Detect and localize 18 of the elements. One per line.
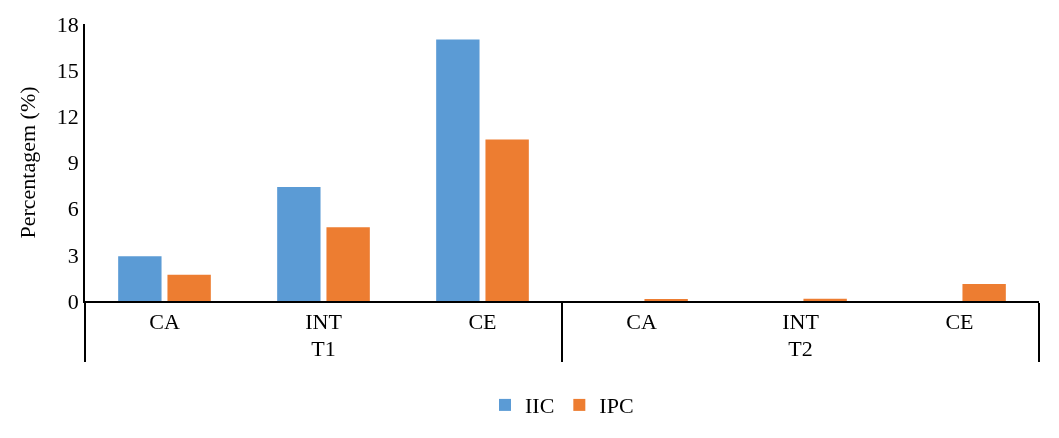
x-tick-label: CE (945, 309, 974, 335)
y-tick-label: 6 (67, 196, 79, 222)
legend-label: IIC (525, 393, 555, 419)
x-tick-label: INT (782, 309, 820, 335)
y-tick-label: 3 (67, 242, 79, 268)
y-tick-label: 9 (67, 150, 79, 176)
y-tick-label: 0 (67, 288, 79, 314)
y-tick-label: 12 (56, 104, 79, 130)
text: T1 (311, 336, 336, 362)
legend-label: IPC (599, 393, 634, 419)
x-tick-label: CA (149, 309, 180, 335)
x-tick-label: CA (626, 309, 657, 335)
y-tick-label: 18 (56, 11, 79, 37)
y-tick-label: 15 (56, 57, 79, 83)
x-tick-label: CE (468, 309, 497, 335)
y-axis-title: Percentagem (%) (15, 86, 41, 239)
x-tick-label: INT (305, 309, 343, 335)
text: T2 (788, 336, 813, 362)
